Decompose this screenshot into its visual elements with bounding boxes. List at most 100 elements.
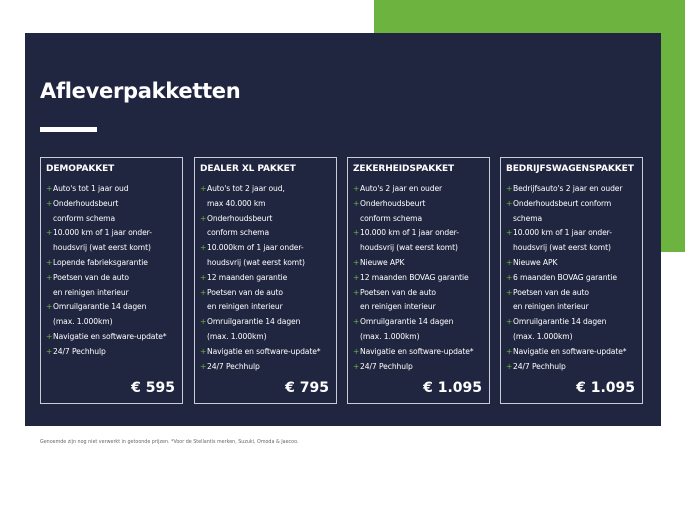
plus-icon: +	[506, 228, 513, 238]
feature-list: +Auto's tot 1 jaar oud +Onderhoudsbeurt co…	[46, 182, 180, 360]
feature-item: +12 maanden garantie	[200, 271, 334, 286]
feature-text: houdsvrij (wat eerst komt)	[53, 243, 151, 253]
feature-text: en reinigen interieur	[53, 287, 129, 297]
plus-icon: +	[46, 272, 53, 282]
feature-text: Omruilgarantie 14 dagen	[513, 317, 607, 327]
feature-item: +Navigatie en software-update*	[46, 330, 180, 345]
feature-item: +10.000 km of 1 jaar onder-	[506, 226, 640, 241]
feature-item: +Onderhoudsbeurt	[353, 197, 487, 212]
plus-icon: +	[506, 257, 513, 267]
feature-text: Nieuwe APK	[360, 257, 405, 267]
plus-icon: +	[353, 257, 360, 267]
feature-item: +Nieuwe APK	[506, 256, 640, 271]
feature-item: houdsvrij (wat eerst komt)	[353, 241, 487, 256]
feature-text: (max. 1.000km)	[207, 331, 267, 341]
package-name: DEALER XL PAKKET	[200, 164, 296, 174]
feature-text: (max. 1.000km)	[513, 331, 573, 341]
feature-text: conform schema	[360, 213, 423, 223]
feature-item: houdsvrij (wat eerst komt)	[46, 241, 180, 256]
feature-text: Auto's tot 1 jaar oud	[53, 184, 129, 193]
feature-item: +24/7 Pechhulp	[506, 360, 640, 375]
plus-icon: +	[200, 213, 207, 223]
plus-icon: +	[353, 228, 360, 238]
plus-icon: +	[46, 198, 53, 208]
feature-text: (max. 1.000km)	[53, 317, 113, 327]
plus-icon: +	[506, 346, 513, 356]
package-name: DEMOPAKKET	[46, 164, 115, 174]
feature-text: en reinigen interieur	[360, 302, 436, 312]
feature-text: Navigatie en software-update*	[513, 346, 627, 356]
title-underline	[40, 127, 97, 132]
package-card: DEALER XL PAKKET +Auto's tot 2 jaar oud, m…	[194, 157, 337, 404]
feature-item: conform schema	[353, 212, 487, 227]
feature-list: +Auto's tot 2 jaar oud, max 40.000 km +Ond…	[200, 182, 334, 374]
plus-icon: +	[506, 287, 513, 297]
plus-icon: +	[506, 198, 513, 208]
feature-text: Navigatie en software-update*	[53, 331, 167, 341]
feature-item: +Onderhoudsbeurt conform	[506, 197, 640, 212]
feature-item: +10.000 km of 1 jaar onder-	[46, 226, 180, 241]
plus-icon: +	[506, 361, 513, 371]
feature-text: 10.000 km of 1 jaar onder-	[513, 228, 612, 238]
feature-item: en reinigen interieur	[46, 286, 180, 301]
plus-icon: +	[353, 184, 360, 193]
feature-text: conform schema	[207, 228, 270, 238]
feature-text: Navigatie en software-update*	[207, 346, 321, 356]
feature-item: houdsvrij (wat eerst komt)	[200, 256, 334, 271]
feature-text: 10.000 km of 1 jaar onder-	[53, 228, 152, 238]
feature-item: +Omruilgarantie 14 dagen	[200, 315, 334, 330]
packages-panel: Afleverpakketten DEMOPAKKET +Auto's tot 1…	[25, 33, 661, 426]
feature-item: +Auto's tot 1 jaar oud	[46, 182, 180, 197]
feature-text: houdsvrij (wat eerst komt)	[207, 257, 305, 267]
feature-item: +Onderhoudsbeurt	[46, 197, 180, 212]
feature-text: Omruilgarantie 14 dagen	[207, 317, 301, 327]
feature-text: Poetsen van de auto	[53, 272, 129, 282]
feature-item: +6 maanden BOVAG garantie	[506, 271, 640, 286]
plus-icon: +	[200, 346, 207, 356]
feature-list: +Auto's 2 jaar en ouder +Onderhoudsbeurt c…	[353, 182, 487, 374]
feature-item: en reinigen interieur	[506, 300, 640, 315]
plus-icon: +	[46, 346, 53, 356]
feature-text: Onderhoudsbeurt	[360, 198, 426, 208]
feature-text: Onderhoudsbeurt	[53, 198, 119, 208]
feature-text: Auto's 2 jaar en ouder	[360, 184, 443, 193]
feature-text: 24/7 Pechhulp	[53, 346, 106, 356]
feature-text: Bedrijfsauto's 2 jaar en ouder	[513, 184, 623, 193]
feature-text: Omruilgarantie 14 dagen	[360, 317, 454, 327]
feature-text: houdsvrij (wat eerst komt)	[360, 243, 458, 253]
plus-icon: +	[506, 272, 513, 282]
footnote: Genoemde zijn nog niet verwerkt in getoo…	[40, 440, 299, 445]
feature-item: +Omruilgarantie 14 dagen	[506, 315, 640, 330]
feature-item: +Navigatie en software-update*	[506, 345, 640, 360]
feature-text: 10.000km of 1 jaar onder-	[207, 243, 304, 253]
plus-icon: +	[353, 272, 360, 282]
feature-item: +Navigatie en software-update*	[200, 345, 334, 360]
feature-item: (max. 1.000km)	[200, 330, 334, 345]
feature-item: +Nieuwe APK	[353, 256, 487, 271]
feature-item: +24/7 Pechhulp	[200, 360, 334, 375]
feature-text: Lopende fabrieksgarantie	[53, 257, 148, 267]
page-title: Afleverpakketten	[40, 79, 241, 103]
feature-item: (max. 1.000km)	[506, 330, 640, 345]
feature-text: Poetsen van de auto	[207, 287, 283, 297]
feature-item: +Poetsen van de auto	[506, 286, 640, 301]
feature-item: +Poetsen van de auto	[200, 286, 334, 301]
feature-item: houdsvrij (wat eerst komt)	[506, 241, 640, 256]
feature-text: Onderhoudsbeurt conform	[513, 198, 612, 208]
feature-text: houdsvrij (wat eerst komt)	[513, 243, 611, 253]
feature-text: conform schema	[53, 213, 116, 223]
feature-text: 12 maanden garantie	[207, 272, 288, 282]
feature-text: 6 maanden BOVAG garantie	[513, 272, 617, 282]
feature-item: +Poetsen van de auto	[46, 271, 180, 286]
package-name: BEDRIJFSWAGENSPAKKET	[506, 164, 634, 174]
feature-item: +Navigatie en software-update*	[353, 345, 487, 360]
feature-item: schema	[506, 212, 640, 227]
plus-icon: +	[353, 317, 360, 327]
plus-icon: +	[200, 361, 207, 371]
plus-icon: +	[46, 228, 53, 238]
plus-icon: +	[200, 272, 207, 282]
feature-text: 24/7 Pechhulp	[207, 361, 260, 371]
plus-icon: +	[200, 243, 207, 253]
feature-item: en reinigen interieur	[200, 300, 334, 315]
feature-item: max 40.000 km	[200, 197, 334, 212]
